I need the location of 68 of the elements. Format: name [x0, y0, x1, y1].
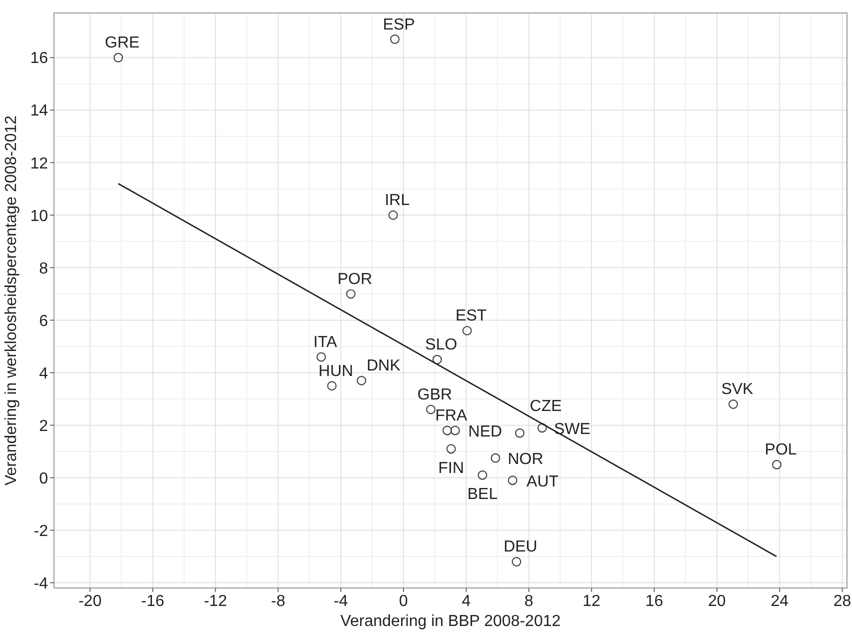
point [316, 352, 326, 362]
y-tick-label: 16 [30, 50, 48, 68]
y-tick-label: 2 [39, 418, 48, 435]
annotation: GRE [104, 34, 140, 52]
annotation: ITA [313, 334, 338, 351]
annotation: FRA [435, 407, 468, 424]
y-tick-label: 12 [30, 155, 48, 172]
annotation: FIN [438, 460, 464, 477]
point [728, 399, 738, 409]
annotation: SVK [721, 381, 754, 398]
y-tick-label: 14 [30, 102, 48, 120]
x-tick-label: -12 [204, 593, 228, 610]
point [515, 428, 525, 438]
annotation: GBR [417, 386, 452, 404]
annotation: POR [337, 270, 372, 288]
point [114, 52, 123, 62]
x-axis-title: Verandering in BBP 2008-2012 [340, 613, 561, 630]
point [356, 376, 366, 386]
point [450, 426, 460, 436]
point [442, 426, 452, 436]
y-tick-label: -4 [34, 575, 48, 592]
point [490, 453, 500, 463]
point [478, 470, 488, 480]
annotation: BEL [467, 486, 498, 504]
y-tick-label: 6 [39, 312, 48, 330]
annotation: ESP [382, 16, 415, 34]
x-tick-label: 20 [708, 593, 726, 610]
annotation: SWE [554, 420, 590, 438]
point [537, 423, 547, 433]
y-tick-label: 8 [39, 260, 48, 278]
x-tick-label: 12 [582, 593, 601, 610]
point [346, 289, 356, 299]
y-tick-label: 4 [39, 365, 48, 382]
point [432, 354, 442, 364]
x-tick-label: 4 [462, 593, 471, 610]
point [772, 460, 782, 470]
annotation: CZE [530, 398, 562, 416]
x-tick-label: -8 [270, 593, 286, 610]
y-tick-label: 0 [39, 470, 48, 488]
annotation: DEU [504, 538, 538, 556]
y-tick-label: -2 [34, 522, 48, 540]
annotation: NED [468, 423, 502, 440]
x-tick-label: 28 [833, 593, 852, 610]
x-tick-label: 16 [645, 593, 664, 610]
x-tick-label: -16 [141, 593, 164, 610]
annotation: NOR [508, 451, 544, 468]
y-tick-label: 10 [30, 208, 48, 225]
point [390, 34, 400, 44]
point [462, 326, 472, 336]
point [512, 557, 522, 566]
annotation: EST [456, 308, 487, 325]
x-tick-label: 0 [399, 593, 408, 610]
annotation: SLO [425, 336, 458, 354]
x-tick-label: 24 [770, 593, 789, 610]
y-axis-title: Verandering in werkloosheidspercentage 2008-2012 [3, 115, 20, 486]
annotation: AUT [526, 473, 559, 490]
annotation: DNK [366, 358, 401, 375]
x-tick-label: -4 [334, 593, 348, 610]
annotation: POL [764, 442, 797, 459]
point [327, 381, 337, 391]
point [426, 404, 436, 414]
point [388, 210, 398, 220]
x-tick-label: 8 [524, 593, 534, 610]
annotation: IRL [384, 192, 410, 210]
x-tick-label: -20 [78, 593, 102, 610]
annotation: HUN [318, 362, 354, 380]
point [446, 444, 456, 454]
point [508, 476, 518, 486]
